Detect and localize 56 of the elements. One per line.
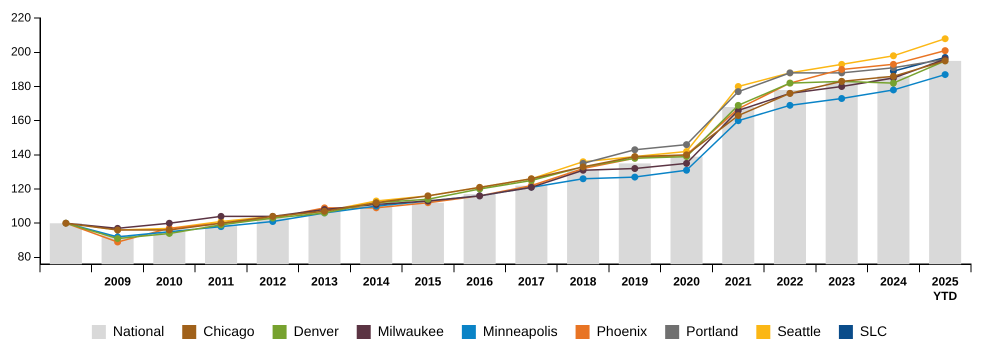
y-tick-label: 180 — [10, 78, 32, 93]
point — [734, 102, 742, 109]
x-tick-label: 2022 — [776, 274, 804, 289]
point — [734, 88, 742, 96]
y-tick-label: 140 — [10, 147, 32, 162]
y-tick-label: 160 — [10, 113, 32, 128]
legend-label: Portland — [686, 322, 738, 339]
legend-label: Phoenix — [596, 322, 648, 339]
x-tick-label: 2018 — [570, 274, 597, 289]
point — [942, 47, 949, 54]
x-tick-label: 2016 — [466, 274, 494, 289]
y-tick-label: 220 — [10, 10, 32, 25]
legend-label: Denver — [294, 322, 340, 339]
point — [890, 52, 897, 60]
x-tick-label: 2011 — [208, 274, 234, 289]
point — [838, 66, 846, 73]
point — [631, 165, 638, 172]
point — [890, 80, 897, 87]
x-tick-label: 2023 — [828, 274, 856, 289]
x-tick-label: 2010 — [156, 274, 183, 289]
point — [942, 71, 949, 78]
point — [890, 60, 897, 68]
point — [631, 174, 638, 181]
point — [631, 146, 638, 154]
y-tick-label: 200 — [10, 44, 32, 59]
x-tick-label: 2019 — [621, 274, 648, 289]
legend-label: Minneapolis — [482, 322, 558, 339]
x-tick-label: 2009 — [104, 274, 132, 289]
point — [166, 220, 173, 227]
x-tick-label: 2012 — [259, 274, 286, 289]
legend-label: Milwaukee — [378, 322, 444, 339]
x-tick-label: 2021 — [724, 274, 752, 289]
x-tick-label: 2024 — [880, 274, 908, 289]
y-tick-label: 100 — [10, 216, 32, 230]
point — [786, 102, 794, 109]
x-tick-label: 2013 — [311, 274, 338, 289]
y-tick-label: 120 — [10, 181, 32, 196]
point — [890, 86, 897, 94]
legend-label: Seattle — [777, 322, 822, 339]
point — [683, 141, 690, 148]
x-tick-label: 2017 — [518, 274, 546, 289]
point — [942, 35, 949, 42]
legend-label: SLC — [860, 322, 888, 339]
point — [580, 175, 587, 182]
x-tick-label: 2020 — [673, 274, 700, 289]
x-tick-label: 2015 — [414, 274, 442, 289]
point — [683, 160, 690, 167]
legend-label: Chicago — [203, 322, 255, 339]
y-tick-label: 80 — [18, 250, 32, 264]
x-tick-label: 2014 — [362, 274, 390, 289]
point — [838, 94, 846, 102]
point — [683, 166, 690, 174]
point — [734, 112, 742, 120]
x-tick-label: 2025 YTD — [932, 274, 959, 304]
point — [218, 212, 225, 220]
legend-label: National — [112, 322, 164, 339]
